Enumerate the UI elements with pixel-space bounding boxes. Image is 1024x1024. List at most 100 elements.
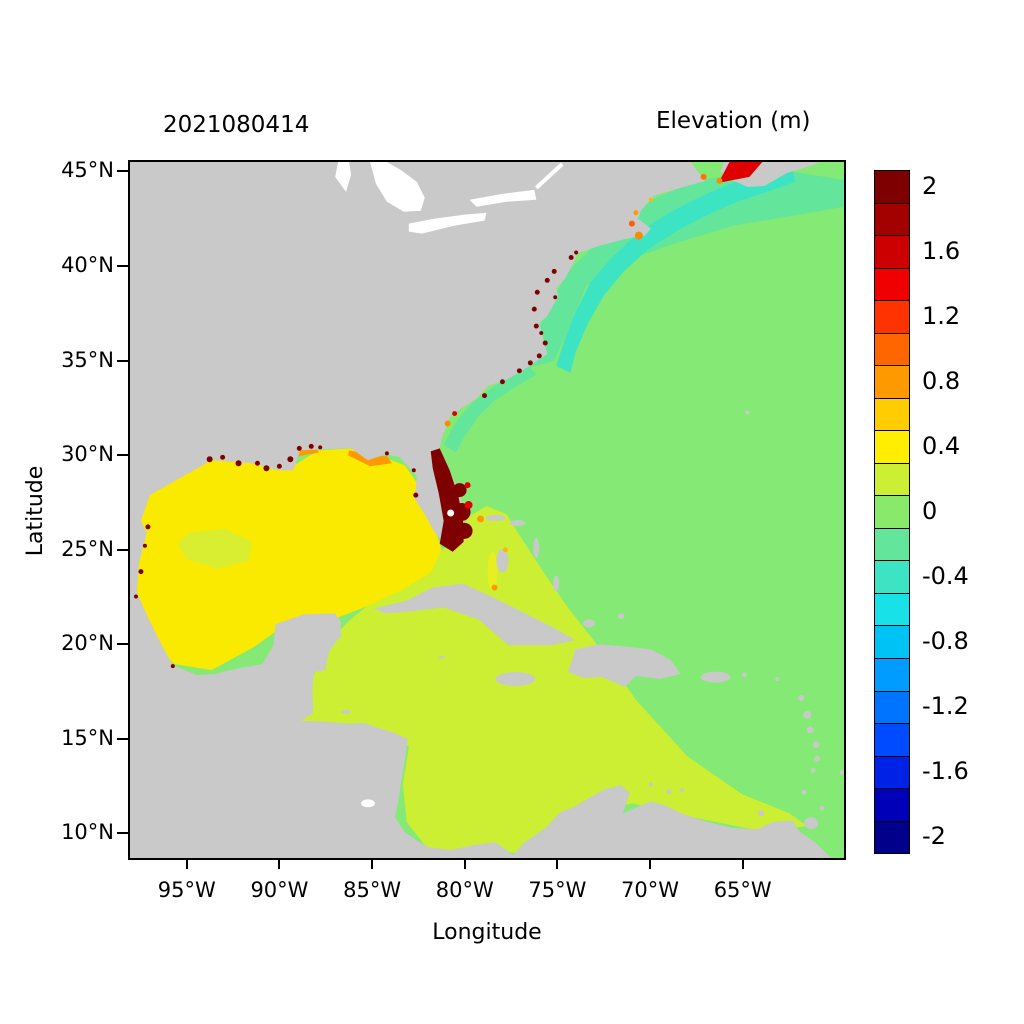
gulf-inner-patch (177, 528, 252, 569)
cuba (373, 583, 576, 646)
jamaica (495, 672, 536, 686)
x-tick-label: 65°W (713, 878, 772, 902)
colorbar-tick-label: 1.6 (922, 237, 961, 266)
colorbar-segment (875, 560, 909, 593)
colorbar-segment (875, 820, 909, 854)
x-tick-mark (463, 860, 466, 869)
colorbar-segment (875, 723, 909, 756)
y-tick-mark (117, 643, 128, 646)
mainland-land (130, 162, 832, 858)
x-tick-mark (741, 860, 744, 869)
tobago (819, 805, 825, 811)
y-tick-label: 40°N (61, 252, 114, 277)
x-tick-label: 75°W (528, 878, 587, 902)
y-tick-label: 20°N (61, 631, 114, 656)
y-tick-mark (117, 832, 128, 835)
y-tick-label: 10°N (61, 820, 114, 845)
carolinas-specks (482, 250, 579, 399)
great-inagua (583, 619, 596, 628)
lakes (335, 162, 564, 808)
y-tick-label: 35°N (61, 347, 114, 372)
lake-ontario (469, 189, 537, 207)
y-tick-mark (117, 359, 128, 362)
x-axis-label: Longitude (432, 920, 542, 945)
caribbean-region (290, 506, 808, 855)
turks (617, 613, 624, 620)
colorbar-tick-label: -0.4 (922, 561, 969, 590)
se-coast-band (443, 365, 537, 453)
y-tick-label: 30°N (61, 442, 114, 467)
x-tick-label: 95°W (157, 878, 216, 902)
long-island-bahamas (553, 575, 560, 592)
shelf-band-teal (556, 167, 796, 373)
colorbar-tick-label: 2 (922, 172, 938, 201)
colorbar-tick-label: -0.8 (922, 626, 969, 655)
st-martin (775, 677, 780, 682)
timestamp-title: 2021080414 (163, 112, 310, 138)
x-tick-mark (649, 860, 652, 869)
colorbar-tick-label: -1.6 (922, 756, 969, 785)
florida-east-coast-surge (430, 448, 464, 552)
y-tick-label: 25°N (61, 536, 114, 561)
colorbar-segment (875, 755, 909, 789)
lake-huron (369, 162, 425, 212)
x-tick-label: 70°W (621, 878, 680, 902)
y-tick-mark (117, 548, 128, 551)
antigua (798, 694, 805, 701)
colorbar-segment (875, 462, 909, 496)
colorbar-segment (875, 332, 909, 366)
cozumel (335, 629, 342, 640)
grenada (801, 789, 807, 795)
elevation-map (130, 162, 844, 858)
islands (335, 410, 844, 830)
margarita (758, 810, 765, 817)
bonaire (679, 788, 684, 793)
colorbar-tick-label: 0.8 (922, 367, 961, 396)
lake-michigan (335, 162, 352, 192)
bay-of-fundy-surge (718, 162, 763, 183)
abaco (509, 519, 526, 526)
colorbar-tick-label: -2 (922, 821, 946, 850)
colorbar-segment (875, 300, 909, 333)
mexico-coast-specks (133, 524, 175, 669)
colorbar-segment (875, 657, 909, 691)
louisiana-specks (206, 443, 419, 498)
bay-islands (341, 709, 352, 714)
virgin-islands (741, 672, 747, 678)
colorbar-title: Elevation (m) (656, 108, 811, 134)
okeechobee-dot (447, 509, 455, 517)
guadeloupe (803, 710, 812, 719)
tongue-of-ocean-yellow (487, 551, 498, 592)
x-tick-mark (371, 860, 374, 869)
colorbar-segment (875, 430, 909, 463)
x-tick-mark (556, 860, 559, 869)
colorbar-segment (875, 235, 909, 268)
y-tick-label: 15°N (61, 725, 114, 750)
colorbar-segment (875, 788, 909, 821)
barbados (839, 770, 844, 775)
lake-erie (408, 212, 487, 234)
colorbar-segment (875, 527, 909, 561)
lake-nicaragua (361, 799, 375, 808)
colorbar-segment (875, 592, 909, 626)
colorbar-segment (875, 495, 909, 528)
y-tick-label: 45°N (61, 158, 114, 183)
bermuda (745, 410, 750, 415)
curacao (666, 788, 672, 794)
surge-marks (133, 162, 763, 669)
y-tick-mark (117, 737, 128, 740)
y-tick-mark (117, 454, 128, 457)
colorbar (874, 170, 910, 854)
x-tick-mark (185, 860, 188, 869)
colorbar-segment (875, 690, 909, 724)
colorbar-segment (875, 267, 909, 301)
andros (496, 548, 509, 573)
x-tick-label: 80°W (435, 878, 494, 902)
cayman (438, 655, 445, 659)
hispaniola (568, 644, 681, 687)
x-tick-mark (278, 860, 281, 869)
colorbar-segment (875, 397, 909, 431)
y-tick-mark (117, 170, 128, 173)
colorbar-tick-label: 0 (922, 496, 938, 525)
